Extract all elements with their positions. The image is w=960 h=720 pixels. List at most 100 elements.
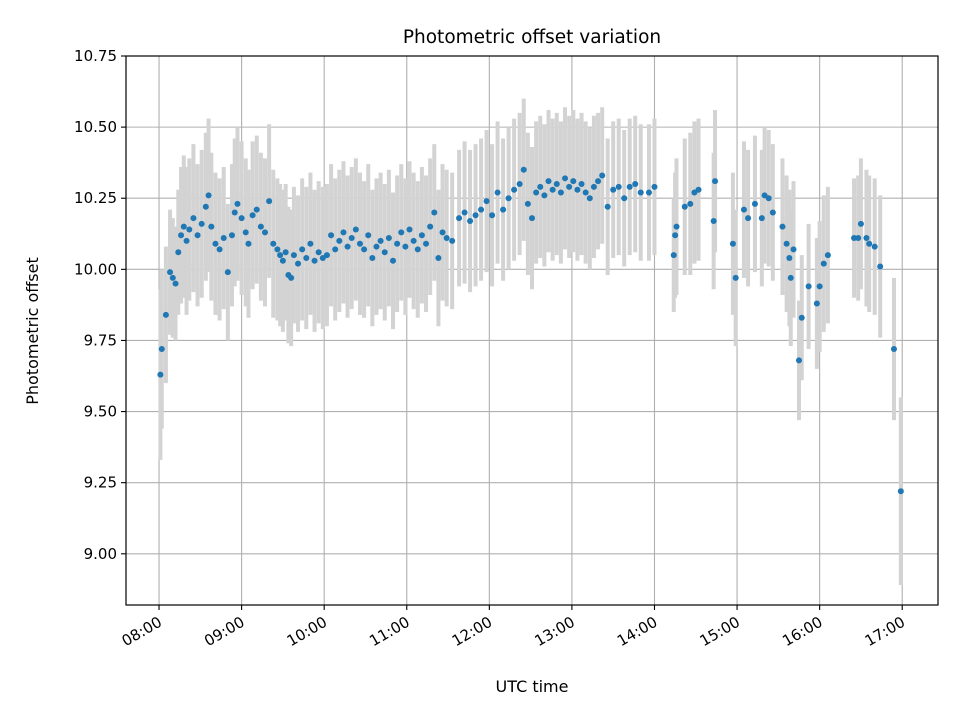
data-point: [282, 249, 289, 256]
data-point: [557, 189, 564, 196]
data-point: [500, 206, 507, 213]
data-point: [740, 206, 747, 213]
x-tick-label: 16:00: [779, 613, 825, 650]
data-point: [758, 215, 765, 222]
data-point: [406, 226, 413, 233]
data-point: [449, 237, 456, 244]
data-point: [414, 246, 421, 253]
data-point: [798, 314, 805, 321]
data-point: [266, 198, 273, 205]
data-point: [672, 232, 679, 239]
data-point: [537, 183, 544, 190]
data-point: [549, 186, 556, 193]
data-point: [604, 203, 611, 210]
data-point: [578, 181, 585, 188]
x-axis-ticks: 08:00 09:00 10:00 11:00 12:00 13:00 14:00 15:00…: [119, 605, 908, 650]
data-point: [570, 178, 577, 185]
data-point: [303, 254, 310, 261]
data-point: [562, 175, 569, 182]
data-point: [394, 240, 401, 247]
data-point: [786, 254, 793, 261]
x-tick-label: 17:00: [862, 613, 908, 650]
data-point: [365, 232, 372, 239]
data-point: [238, 215, 245, 222]
data-point: [472, 212, 479, 219]
data-point: [186, 226, 193, 233]
data-point: [167, 269, 174, 276]
data-point: [790, 246, 797, 253]
data-point: [340, 229, 347, 236]
data-point: [520, 166, 527, 173]
data-point: [423, 240, 430, 247]
data-point: [545, 178, 552, 185]
data-point: [323, 252, 330, 259]
data-point: [595, 178, 602, 185]
data-point: [198, 220, 205, 227]
data-point: [336, 237, 343, 244]
data-point: [344, 243, 351, 250]
data-point: [332, 246, 339, 253]
x-axis-label: UTC time: [496, 677, 569, 696]
data-point: [494, 189, 501, 196]
data-point: [231, 209, 238, 216]
data-point: [483, 198, 490, 205]
data-point: [637, 189, 644, 196]
data-point: [158, 345, 165, 352]
data-point: [890, 345, 897, 352]
x-tick-label: 12:00: [449, 613, 495, 650]
data-point: [582, 189, 589, 196]
data-point: [787, 274, 794, 281]
data-point: [361, 246, 368, 253]
data-point: [673, 223, 680, 230]
data-point: [183, 237, 190, 244]
data-point: [162, 311, 169, 318]
y-tick-label: 10.75: [74, 47, 117, 65]
data-point: [516, 181, 523, 188]
data-point: [541, 192, 548, 199]
data-point: [169, 274, 176, 281]
data-point: [897, 488, 904, 495]
data-point: [505, 195, 512, 202]
data-point: [178, 232, 185, 239]
y-tick-label: 10.25: [74, 189, 117, 207]
y-tick-label: 9.25: [84, 474, 117, 492]
data-point: [307, 240, 314, 247]
x-tick-label: 14:00: [614, 613, 660, 650]
x-tick-label: 11:00: [366, 613, 412, 650]
data-point: [262, 229, 269, 236]
data-point: [277, 252, 284, 259]
data-point: [290, 252, 297, 259]
y-axis-ticks: 9.00 9.25 9.50 9.75 10.00 10.25 10.50 10.75: [74, 47, 126, 563]
data-point: [871, 243, 878, 250]
data-point: [242, 229, 249, 236]
data-point: [729, 240, 736, 247]
data-point: [190, 215, 197, 222]
data-point: [816, 283, 823, 290]
data-point: [205, 192, 212, 199]
y-tick-label: 9.00: [84, 545, 117, 563]
data-point: [439, 229, 446, 236]
data-point: [157, 371, 164, 378]
data-point: [279, 257, 286, 264]
data-point: [687, 200, 694, 207]
data-point: [489, 212, 496, 219]
data-point: [389, 257, 396, 264]
data-point: [175, 249, 182, 256]
data-point: [645, 189, 652, 196]
data-point: [712, 178, 719, 185]
data-point: [373, 243, 380, 250]
data-point: [456, 215, 463, 222]
data-point: [769, 209, 776, 216]
data-point: [311, 257, 318, 264]
data-point: [253, 206, 260, 213]
data-point: [732, 274, 739, 281]
data-point: [529, 215, 535, 222]
x-tick-label: 10:00: [284, 613, 330, 650]
data-point: [511, 186, 518, 193]
data-point: [574, 186, 581, 193]
data-point: [234, 200, 241, 207]
data-point: [670, 252, 677, 259]
data-point: [590, 183, 597, 190]
data-point: [295, 260, 302, 267]
